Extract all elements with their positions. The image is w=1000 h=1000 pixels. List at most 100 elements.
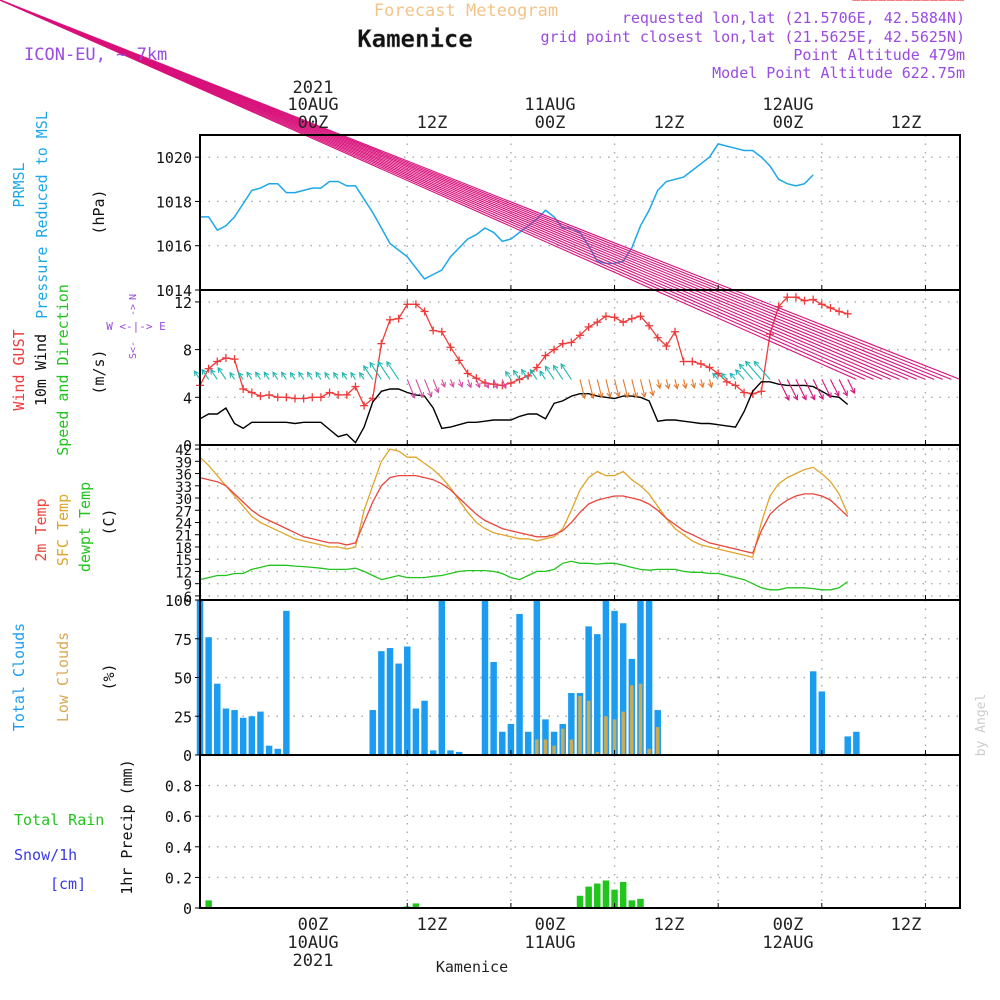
wind-arrow (735, 369, 745, 380)
total-cloud-bar (412, 708, 420, 755)
y-tick-label: 8 (183, 342, 192, 360)
total-cloud-bar (429, 750, 437, 755)
wind-label-direction: Speed and Direction (54, 284, 72, 456)
wind-arrow (579, 379, 586, 399)
wind-arrow (753, 361, 771, 380)
wind-arrow (729, 373, 736, 380)
wind-arrow-head (699, 382, 705, 389)
wind-arrow-head (529, 368, 536, 375)
wind-arrow-head (505, 370, 511, 377)
wind-arrow (307, 372, 313, 380)
y-tick-label: 0.8 (165, 778, 192, 796)
rain-bar (602, 880, 610, 908)
y-tick-label: 33 (175, 480, 192, 496)
rain-bar (611, 889, 618, 908)
bottom-hour-label-1: 12Z (417, 915, 448, 935)
bottom-hour-label-4: 00Z (773, 915, 804, 935)
wind-arrow-head (193, 370, 200, 377)
requested-coords: requested lon,lat (21.5706E, 42.5884N) (622, 9, 965, 27)
wind-arrow (0, 0, 874, 380)
wind-arrow-head (369, 361, 375, 368)
total-cloud-bar (274, 748, 281, 755)
wind-arrow (738, 363, 754, 380)
wind-arrow (786, 379, 798, 400)
wind-arrow-head (682, 383, 688, 390)
wind-arrow (812, 379, 824, 400)
y-tick-label: 27 (175, 504, 192, 520)
rain-bar (637, 898, 644, 908)
precip-unit: 1hr Precip (mm) (118, 759, 136, 894)
total-cloud-bar (619, 623, 627, 755)
wind-arrow-head (306, 371, 313, 378)
wind-arrow-head (341, 371, 348, 378)
wind-arrow-head (377, 360, 383, 367)
wind-arrow (501, 379, 507, 389)
precip-label-cm: [cm] (50, 875, 86, 893)
total-cloud-bar (214, 683, 221, 755)
wind-arrow-head (673, 383, 680, 390)
wind-arrow-head (210, 368, 216, 375)
low-cloud-bar (552, 745, 556, 755)
y-tick-label: 75 (174, 631, 192, 649)
wind-arrow (596, 379, 603, 398)
total-cloud-bar (386, 648, 394, 755)
wind-arrow-head (434, 387, 440, 394)
wind-arrow (377, 361, 391, 380)
top-day-label-0: 10AUG (287, 95, 338, 115)
wind-arrow-head (484, 382, 490, 389)
wind-arrow-head (589, 393, 596, 400)
total-cloud-bar (265, 745, 273, 755)
wind-label-gust: Wind GUST (10, 329, 28, 410)
bottom-hour-label-2: 00Z (535, 915, 566, 935)
wind-arrow-head (359, 371, 365, 378)
wind-arrow (0, 0, 900, 380)
y-tick-label: 0 (183, 900, 192, 918)
wind-arrow (0, 0, 892, 380)
total-cloud-bar (516, 613, 523, 755)
wind-arrow (505, 371, 512, 380)
wind-arrow (386, 361, 400, 380)
rain-bar (585, 886, 592, 908)
total-cloud-bar (231, 710, 238, 755)
wind-arrow (201, 369, 210, 380)
wind-arrow (745, 361, 762, 380)
wind-arrow (315, 372, 322, 380)
wind-arrow-head (410, 392, 416, 399)
wind-arrow (539, 370, 546, 380)
wind-label-10m: 10m Wind (32, 334, 50, 406)
bottom-day-label-0: 10AUG (287, 933, 338, 953)
wind-arrow-head (753, 360, 760, 367)
wind-arrow-head (298, 371, 304, 378)
wind-arrow-head (512, 369, 519, 376)
total-cloud-bar (542, 719, 549, 755)
y-tick-label: 0 (183, 437, 192, 455)
wind-arrow (217, 367, 227, 380)
top-day-label-2: 12AUG (762, 95, 813, 115)
wind-arrow-head (720, 372, 727, 379)
wind-arrow (0, 0, 866, 380)
low-cloud-bar (560, 728, 565, 755)
wind-arrow (246, 372, 253, 380)
total-cloud-bar (438, 600, 446, 755)
wind-arrow-head (690, 382, 697, 389)
bottom-year-label: 2021 (293, 951, 334, 971)
wind-arrow-head (238, 371, 244, 378)
wind-arrow (458, 379, 463, 388)
wind-arrow (484, 379, 489, 388)
pressure-label-prmsl: PRMSL (10, 162, 28, 207)
y-tick-label: 30 (175, 492, 192, 508)
total-cloud-bar (455, 751, 463, 755)
model-altitude: Model Point Altitude 622.75m (712, 64, 965, 82)
wind-arrow (712, 373, 719, 380)
y-tick-label: 1020 (156, 149, 192, 167)
wind-arrow (829, 379, 840, 397)
wind-arrow-head (466, 382, 473, 389)
wind-arrow (657, 379, 661, 389)
total-cloud-bar (481, 600, 489, 755)
wind-arrow (359, 372, 365, 380)
top-hour-label-1: 12Z (417, 113, 448, 133)
wind-arrow-head (850, 388, 856, 395)
wind-arrow-head (544, 365, 551, 372)
wind-arrow-head (457, 381, 464, 388)
